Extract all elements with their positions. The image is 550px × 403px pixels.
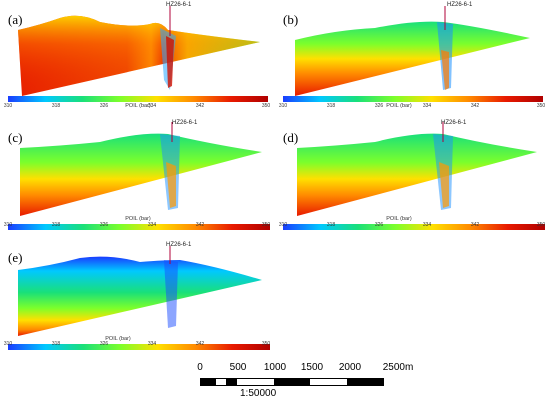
- colorbar-tick: 350: [536, 103, 546, 109]
- panel-c: (c) HZ26-6-1 310 318 326 334 342 350 POI…: [0, 118, 275, 236]
- scale-segment: [237, 379, 274, 385]
- panel-a: (a) HZ26-6-1 310 318 326 334 342 350 POI…: [0, 0, 275, 118]
- colorbar-tick: 318: [326, 103, 336, 109]
- colorbar: [283, 224, 545, 230]
- colorbar-tick: 310: [278, 222, 288, 228]
- colorbar-tick: 342: [195, 341, 205, 347]
- scale-tick: 1500: [300, 362, 324, 373]
- colorbar-title: POIL (bar): [386, 216, 412, 222]
- scale-segment: [346, 379, 383, 385]
- colorbar-tick: 326: [374, 103, 384, 109]
- colorbar-tick: 310: [3, 222, 13, 228]
- colorbar-tick: 326: [99, 103, 109, 109]
- colorbar-title: POIL (bar): [386, 103, 412, 109]
- colorbar-tick: 326: [99, 222, 109, 228]
- well-label: HZ26-6-1: [447, 2, 473, 8]
- scale-segment: [273, 379, 311, 385]
- scale-ratio: 1:50000: [240, 388, 277, 399]
- colorbar-tick: 350: [261, 222, 271, 228]
- panel-label: (b): [283, 12, 299, 27]
- scale-tick: 2500m: [382, 362, 414, 373]
- colorbar-tick: 350: [261, 103, 271, 109]
- colorbar-tick: 334: [422, 103, 432, 109]
- well-label: HZ26-6-1: [441, 120, 467, 126]
- panel-d: (d) HZ26-6-1 310 318 326 334 342 350 POI…: [275, 118, 550, 236]
- colorbar-tick: 342: [195, 222, 205, 228]
- section-a-plot: [18, 6, 260, 96]
- scale-tick: 1000: [263, 362, 287, 373]
- colorbar-tick: 334: [422, 222, 432, 228]
- panel-label: (a): [8, 12, 23, 27]
- colorbar-tick: 342: [195, 103, 205, 109]
- colorbar-title: POIL (bar): [125, 216, 151, 222]
- section-e-plot: [18, 246, 262, 336]
- colorbar-tick: 318: [51, 222, 61, 228]
- colorbar-tick: 310: [278, 103, 288, 109]
- colorbar-tick: 342: [470, 103, 480, 109]
- colorbar-tick: 318: [51, 103, 61, 109]
- colorbar-tick: 326: [99, 341, 109, 347]
- well-label: HZ26-6-1: [166, 242, 192, 248]
- scale-segment: [215, 379, 227, 385]
- colorbar: [8, 224, 270, 230]
- colorbar-tick: 326: [374, 222, 384, 228]
- colorbar-tick: 334: [147, 341, 157, 347]
- panel-label: (d): [283, 130, 299, 145]
- section-c-plot: [20, 122, 262, 216]
- panel-label: (e): [8, 250, 23, 265]
- colorbar-tick: 350: [536, 222, 546, 228]
- well-label: HZ26-6-1: [166, 2, 192, 8]
- colorbar-tick: 334: [147, 103, 157, 109]
- scale-tick: 0: [197, 362, 203, 373]
- well-label: HZ26-6-1: [172, 120, 198, 126]
- section-b-plot: [295, 6, 530, 97]
- scale-bar: [200, 378, 384, 386]
- colorbar-tick: 310: [3, 103, 13, 109]
- panel-e: (e) HZ26-6-1 310 318 326 334 342 350 POI…: [0, 236, 275, 354]
- colorbar-title: POIL (bar): [125, 103, 151, 109]
- colorbar: [8, 96, 268, 102]
- colorbar-title: POIL (bar): [105, 336, 131, 342]
- section-d-plot: [297, 122, 537, 216]
- colorbar-tick: 334: [147, 222, 157, 228]
- colorbar-tick: 310: [3, 341, 13, 347]
- colorbar: [283, 96, 543, 102]
- scale-segment: [226, 379, 238, 385]
- colorbar-tick: 318: [51, 341, 61, 347]
- panel-b: (b) HZ26-6-1 310 318 326 334 342 350 POI…: [275, 0, 550, 118]
- panel-label: (c): [8, 130, 23, 145]
- scale-segment: [201, 379, 216, 385]
- scale-segment: [310, 379, 347, 385]
- scale-tick: 2000: [338, 362, 362, 373]
- colorbar-tick: 342: [470, 222, 480, 228]
- colorbar-tick: 318: [326, 222, 336, 228]
- colorbar-tick: 350: [261, 341, 271, 347]
- colorbar: [8, 344, 270, 350]
- scale-tick: 500: [229, 362, 247, 373]
